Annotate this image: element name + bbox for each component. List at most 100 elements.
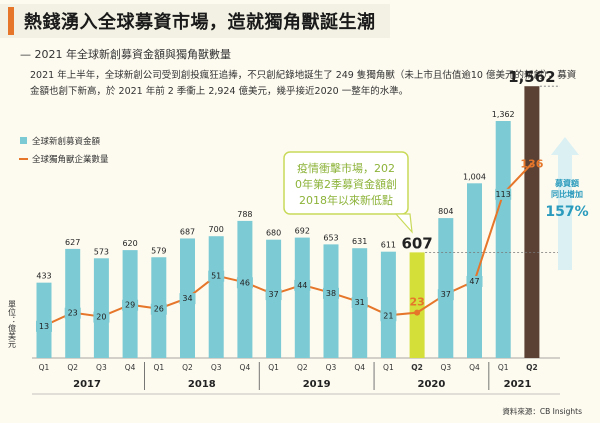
bar	[36, 282, 52, 358]
x-tick-label: Q2	[526, 363, 538, 372]
growth-arrow-shaft	[558, 155, 572, 270]
line-label-bg	[323, 287, 339, 299]
x-tick-label: Q4	[469, 363, 480, 372]
bar	[524, 86, 540, 358]
bar-value-label: 573	[94, 247, 109, 256]
line-label-bg	[179, 293, 196, 305]
line-value-label: 44	[297, 281, 307, 290]
annotation-text: 0年第2季募資金額創	[295, 177, 397, 191]
line-label-bg	[122, 299, 139, 311]
bar-value-label: 680	[266, 229, 281, 238]
bar-value-label: 1,004	[463, 172, 486, 181]
bar-value-label: 788	[237, 210, 252, 219]
line-label-bg	[380, 310, 397, 322]
x-tick-label: Q1	[498, 363, 509, 372]
bar	[467, 183, 482, 358]
bar-value-label: 653	[323, 233, 338, 242]
legend-line-label: 全球獨角獸企業數量	[32, 154, 109, 165]
x-tick-label: Q1	[39, 363, 50, 372]
line-label-bg	[36, 320, 52, 332]
line-value-label: 31	[355, 298, 365, 307]
page-title: 熱錢湧入全球募資市場，造就獨角獸誕生潮	[24, 12, 376, 33]
bar-value-label: 687	[180, 227, 195, 236]
line-label-bg	[93, 311, 110, 323]
growth-arrow-head	[551, 137, 579, 155]
line-value-label: 34	[182, 294, 192, 303]
line-label-bg	[150, 303, 167, 315]
line-label-bg	[466, 275, 483, 287]
legend-bar-swatch	[20, 137, 27, 144]
bar-value-label: 692	[295, 227, 310, 236]
x-tick-label: Q3	[326, 363, 337, 372]
line-value-label: 47	[469, 277, 479, 286]
line-label-bg	[265, 289, 282, 301]
growth-value: 157%	[545, 204, 588, 220]
growth-label: 募資額	[554, 178, 579, 188]
y-axis-label: 單位：億美元	[8, 300, 17, 349]
bar	[438, 218, 454, 358]
x-tick-label: Q1	[153, 363, 164, 372]
bar-value-label: 1,562	[508, 68, 555, 86]
line-value-label: 46	[240, 278, 250, 287]
bar-value-label: 700	[209, 225, 224, 234]
source-note: 資料來源：CB Insights	[502, 407, 582, 416]
legend-bar-label: 全球新創募資金額	[32, 136, 101, 147]
line-point	[414, 309, 421, 316]
year-label: 2017	[73, 379, 101, 390]
line-label-bg	[64, 307, 81, 319]
bar-value-label: 433	[36, 272, 51, 281]
line-label-bg	[208, 270, 225, 282]
year-label: 2018	[188, 379, 216, 390]
page-subtitle: — 2021 年全球新創募資金額與獨角獸數量	[20, 48, 231, 61]
annotation-pointer	[394, 213, 413, 234]
line-value-label: 51	[211, 272, 221, 281]
line-label-bg	[236, 277, 253, 289]
bar	[323, 244, 339, 358]
bar-value-label: 804	[438, 207, 453, 216]
title-box: 熱錢湧入全球募資市場，造就獨角獸誕生潮	[0, 4, 390, 38]
x-tick-label: Q3	[211, 363, 222, 372]
line-value-label: 26	[154, 305, 164, 314]
bar-value-label: 631	[352, 237, 367, 246]
bar	[409, 252, 425, 358]
x-tick-label: Q2	[297, 363, 308, 372]
bar-value-label: 627	[65, 238, 80, 247]
line-value-label: 21	[383, 311, 393, 320]
line-value-label: 37	[269, 290, 279, 299]
bar	[495, 121, 511, 359]
x-tick-label: Q2	[411, 363, 423, 372]
bar	[93, 258, 109, 358]
line-value-label: 13	[39, 322, 49, 331]
x-tick-label: Q4	[125, 363, 136, 372]
line-value-label: 23	[409, 296, 424, 309]
bar-value-label: 607	[401, 234, 432, 252]
intro-paragraph: 2021 年上半年，全球新創公司受到創投瘋狂追捧，不只創紀錄地誕生了 249 隻…	[30, 70, 577, 97]
growth-label: 同比增加	[551, 189, 583, 199]
year-label: 2019	[303, 379, 331, 390]
x-tick-label: Q1	[268, 363, 279, 372]
year-label: 2021	[504, 379, 532, 390]
bar	[65, 248, 81, 358]
bar-value-label: 1,362	[492, 110, 515, 119]
line-value-label: 37	[441, 290, 451, 299]
line-label-bg	[351, 297, 368, 309]
bar	[237, 220, 253, 358]
x-tick-label: Q4	[354, 363, 365, 372]
annotation-text: 疫情衝擊市場，202	[297, 161, 395, 175]
bar	[208, 236, 224, 358]
line-value-label: 29	[125, 301, 135, 310]
x-tick-label: Q2	[182, 363, 193, 372]
x-tick-label: Q1	[383, 363, 394, 372]
bar-value-label: 620	[122, 239, 137, 248]
line-value-label: 23	[68, 309, 78, 318]
line-value-label: 38	[326, 289, 336, 298]
line-label-bg	[495, 188, 512, 200]
year-label: 2020	[418, 379, 446, 390]
annotation-box	[283, 151, 409, 215]
line-value-label: 113	[496, 190, 511, 199]
bar	[294, 237, 310, 358]
bar-value-label: 611	[381, 241, 396, 250]
line-value-label: 136	[520, 157, 543, 170]
annotation-text: 2018年以來新低點	[299, 193, 393, 207]
